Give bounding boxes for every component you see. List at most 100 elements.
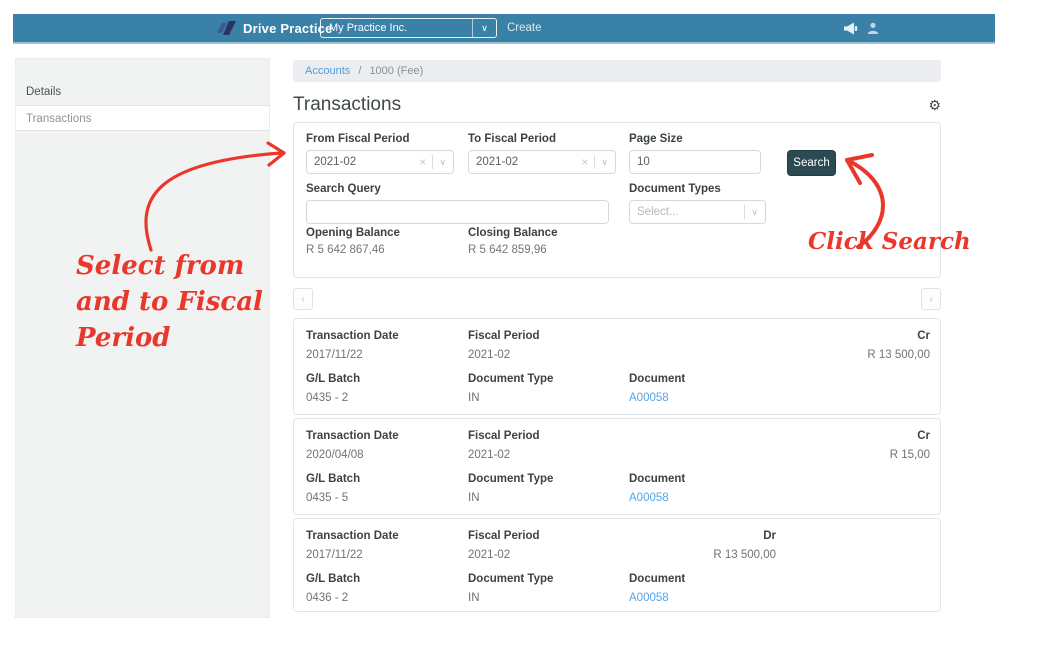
clear-icon[interactable]: × (419, 155, 427, 169)
gl-batch-value: 0436 - 2 (306, 592, 349, 604)
separator (594, 155, 596, 169)
chevron-down-icon: ∨ (472, 19, 496, 37)
document-label: Document (629, 573, 686, 585)
transaction-card: Transaction Date 2020/04/08 Fiscal Perio… (293, 418, 941, 515)
filter-panel: From Fiscal Period 2021-02 × ∨ To Fiscal… (293, 122, 941, 278)
annotation-line: Period (76, 323, 171, 353)
prev-page-button[interactable]: ‹ (293, 288, 313, 310)
page-size-label: Page Size (629, 133, 683, 145)
dr-label: Dr (763, 530, 776, 542)
chevron-down-icon[interactable]: ∨ (439, 156, 446, 167)
closing-balance-label: Closing Balance (468, 227, 558, 239)
transaction-date-label: Transaction Date (306, 430, 399, 442)
annotation-click-search: Click Search (808, 228, 971, 255)
separator (744, 205, 746, 219)
document-type-label: Document Type (468, 573, 554, 585)
document-link[interactable]: A00058 (629, 492, 669, 504)
next-page-button[interactable]: › (921, 288, 941, 310)
document-types-select[interactable]: Select... ∨ (629, 200, 766, 224)
annotation-line: Select from (76, 251, 245, 281)
from-fiscal-period-select[interactable]: 2021-02 × ∨ (306, 150, 454, 174)
chevron-down-icon[interactable]: ∨ (601, 156, 608, 167)
document-types-placeholder: Select... (637, 206, 679, 218)
fiscal-period-value: 2021-02 (468, 449, 511, 461)
from-fiscal-period-label: From Fiscal Period (306, 133, 410, 145)
closing-balance: Closing Balance R 5 642 859,96 (468, 227, 557, 256)
document-label: Document (629, 473, 686, 485)
document-types-label: Document Types (629, 183, 721, 195)
transaction-date-label: Transaction Date (306, 530, 399, 542)
brand-name: Drive Practice (243, 20, 333, 36)
gl-batch-value: 0435 - 2 (306, 392, 349, 404)
sidebar: Details Transactions (15, 58, 270, 618)
sidebar-item-transactions[interactable]: Transactions (16, 105, 269, 131)
create-menu[interactable]: Create (507, 22, 542, 34)
gl-batch-value: 0435 - 5 (306, 492, 349, 504)
breadcrumb-current: 1000 (Fee) (369, 65, 424, 77)
clear-icon[interactable]: × (581, 155, 589, 169)
cr-label: Cr (917, 430, 930, 442)
practice-select[interactable]: My Practice Inc. ∨ (320, 18, 497, 38)
document-type-label: Document Type (468, 373, 554, 385)
page-size-field: Page Size (629, 133, 761, 174)
user-icon[interactable] (867, 22, 879, 34)
document-label: Document (629, 373, 686, 385)
cr-amount: R 15,00 (889, 449, 930, 461)
fiscal-period-label: Fiscal Period (468, 430, 540, 442)
transaction-card: Transaction Date 2017/11/22 Fiscal Perio… (293, 518, 941, 612)
drive-practice-logo-icon (217, 21, 236, 35)
cr-amount: R 13 500,00 (867, 349, 930, 361)
search-button[interactable]: Search (787, 150, 836, 176)
gl-batch-label: G/L Batch (306, 473, 361, 485)
separator (432, 155, 434, 169)
cr-label: Cr (917, 330, 930, 342)
search-query-input[interactable] (314, 206, 601, 218)
breadcrumb: Accounts / 1000 (Fee) (293, 60, 941, 82)
from-fiscal-period-value: 2021-02 (314, 156, 357, 168)
document-types-field: Document Types Select... ∨ (629, 183, 766, 224)
page-title: Transactions (293, 94, 402, 115)
annotation-line: and to Fiscal (76, 287, 263, 317)
transaction-date-value: 2017/11/22 (306, 549, 363, 561)
search-query-label: Search Query (306, 183, 381, 195)
closing-balance-value: R 5 642 859,96 (468, 244, 547, 256)
fiscal-period-label: Fiscal Period (468, 330, 540, 342)
transaction-date-value: 2017/11/22 (306, 349, 363, 361)
document-type-label: Document Type (468, 473, 554, 485)
breadcrumb-accounts-link[interactable]: Accounts (305, 65, 351, 77)
from-fiscal-period-field: From Fiscal Period 2021-02 × ∨ (306, 133, 454, 174)
dr-amount: R 13 500,00 (713, 549, 776, 561)
document-type-value: IN (468, 392, 480, 404)
gl-batch-label: G/L Batch (306, 573, 361, 585)
announcements-icon[interactable] (843, 22, 858, 35)
page-size-input[interactable] (637, 156, 753, 168)
to-fiscal-period-select[interactable]: 2021-02 × ∨ (468, 150, 616, 174)
brand[interactable]: Drive Practice (215, 14, 333, 42)
document-link[interactable]: A00058 (629, 592, 669, 604)
chevron-down-icon[interactable]: ∨ (751, 206, 758, 217)
main-content: Accounts / 1000 (Fee) Transactions ⚙ Fro… (293, 60, 941, 618)
title-row: Transactions ⚙ (293, 90, 941, 120)
opening-balance-value: R 5 642 867,46 (306, 244, 385, 256)
document-link[interactable]: A00058 (629, 392, 669, 404)
document-type-value: IN (468, 592, 480, 604)
transaction-date-label: Transaction Date (306, 330, 399, 342)
to-fiscal-period-value: 2021-02 (476, 156, 519, 168)
sidebar-item-details[interactable]: Details (26, 86, 62, 98)
practice-select-value: My Practice Inc. (329, 22, 408, 34)
to-fiscal-period-label: To Fiscal Period (468, 133, 556, 145)
pagination: ‹ › (293, 288, 941, 310)
fiscal-period-label: Fiscal Period (468, 530, 540, 542)
to-fiscal-period-field: To Fiscal Period 2021-02 × ∨ (468, 133, 616, 174)
search-query-field: Search Query (306, 183, 609, 224)
transaction-card: Transaction Date 2017/11/22 Fiscal Perio… (293, 318, 941, 415)
breadcrumb-separator: / (358, 65, 362, 77)
gl-batch-label: G/L Batch (306, 373, 361, 385)
settings-gear-icon[interactable]: ⚙ (928, 97, 941, 113)
fiscal-period-value: 2021-02 (468, 549, 511, 561)
opening-balance: Opening Balance R 5 642 867,46 (306, 227, 400, 256)
annotation-select-fiscal-period: Select from and to Fiscal Period (76, 248, 263, 356)
navbar-icons (843, 14, 879, 42)
document-type-value: IN (468, 492, 480, 504)
